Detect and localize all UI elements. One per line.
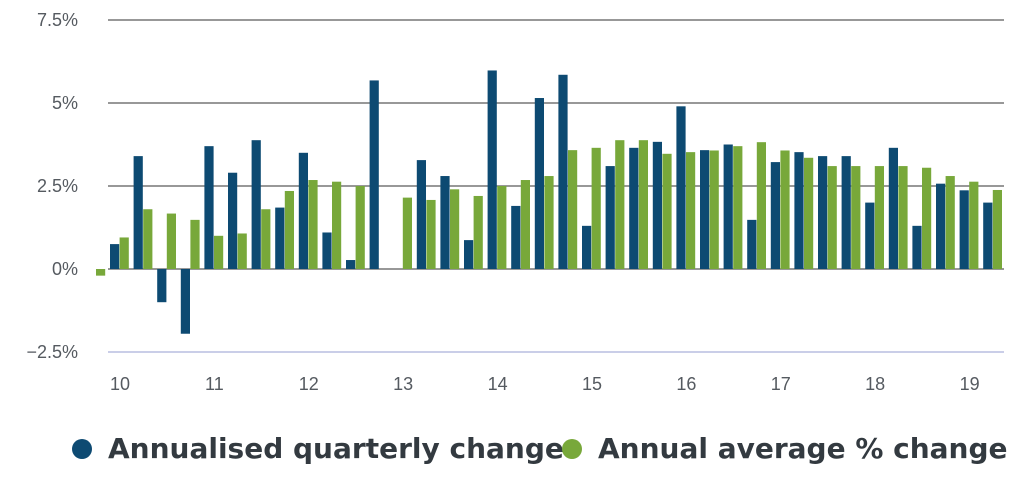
legend: Annualised quarterly change Annual avera… — [0, 432, 1024, 476]
bar-quarterly — [818, 156, 828, 269]
bar-annual — [473, 195, 483, 269]
bar-quarterly — [865, 202, 875, 269]
bar-quarterly — [298, 152, 308, 269]
x-tick-label: 16 — [676, 374, 696, 394]
bar-quarterly — [723, 144, 733, 269]
x-tick-label: 12 — [299, 374, 319, 394]
bar-annual — [709, 150, 719, 269]
y-tick-label: 0% — [52, 259, 78, 279]
bar-quarterly — [322, 232, 332, 269]
bar-quarterly — [652, 141, 662, 269]
x-tick-label: 14 — [488, 374, 508, 394]
legend-item-annual: Annual average % change — [562, 432, 1008, 465]
bar-annual — [827, 166, 837, 269]
legend-label-quarterly: Annualised quarterly change — [108, 432, 564, 465]
bar-annual — [237, 233, 247, 269]
bar-annual — [686, 152, 696, 269]
bar-quarterly — [534, 98, 544, 270]
bar-quarterly — [157, 269, 167, 303]
bar-annual — [945, 176, 955, 269]
bar-quarterly — [110, 244, 120, 269]
bar-quarterly — [888, 147, 898, 269]
bar-quarterly — [464, 240, 474, 269]
bar-quarterly — [558, 74, 568, 269]
bar-annual — [497, 186, 507, 269]
bar-quarterly — [676, 106, 686, 269]
y-tick-label: 2.5% — [37, 176, 78, 196]
bar-annual — [96, 269, 106, 276]
bar-quarterly — [700, 150, 710, 269]
bar-quarterly — [841, 156, 851, 269]
bar-quarterly — [747, 219, 757, 269]
bar-annual — [780, 150, 790, 269]
bar-annual — [520, 180, 530, 269]
bar-annual — [804, 157, 814, 269]
bar-quarterly — [180, 269, 190, 334]
bar-quarterly — [204, 146, 214, 269]
bar-quarterly — [251, 140, 261, 269]
bar-annual — [143, 209, 153, 269]
bar-annual — [851, 166, 861, 269]
bar-annual — [992, 189, 1002, 269]
x-tick-label: 17 — [771, 374, 791, 394]
bar-quarterly — [582, 225, 592, 269]
bar-annual — [898, 166, 908, 269]
bar-quarterly — [912, 225, 922, 269]
bar-quarterly — [369, 80, 379, 269]
x-tick-label: 10 — [110, 374, 130, 394]
bar-quarterly — [440, 176, 450, 269]
bar-quarterly — [511, 205, 521, 269]
bar-annual — [638, 140, 648, 269]
bar-quarterly — [629, 147, 639, 269]
bar-quarterly — [605, 166, 615, 269]
bar-quarterly — [936, 183, 946, 269]
x-tick-label: 18 — [865, 374, 885, 394]
x-tick-label: 11 — [205, 374, 224, 394]
legend-item-quarterly: Annualised quarterly change — [72, 432, 564, 465]
y-tick-label: 7.5% — [37, 10, 78, 30]
bar-annual — [402, 197, 412, 269]
bar-quarterly — [416, 160, 426, 269]
bar-quarterly — [794, 152, 804, 269]
bar-annual — [662, 153, 672, 269]
bar-annual — [874, 166, 884, 269]
bar-annual — [190, 219, 200, 269]
bar-annual — [450, 189, 460, 269]
bar-annual — [214, 235, 224, 269]
bar-annual — [308, 180, 318, 269]
bar-chart: −2.5% 0% 2.5% 5% 7.5% 10 11 12 13 14 15 16 17 18 19 — [26, 10, 1004, 394]
bar-annual — [544, 176, 554, 269]
x-tick-label: 15 — [582, 374, 602, 394]
bar-annual — [261, 209, 271, 269]
bar-annual — [426, 199, 436, 269]
bar-annual — [733, 146, 743, 269]
x-tick-label: 13 — [393, 374, 413, 394]
y-tick-label: 5% — [52, 93, 78, 113]
bar-annual — [615, 140, 625, 269]
legend-swatch-quarterly — [72, 438, 92, 459]
bar-annual — [332, 181, 342, 269]
bar-quarterly — [228, 172, 238, 269]
x-tick-label: 19 — [960, 374, 980, 394]
y-tick-label: −2.5% — [26, 342, 78, 362]
bar-annual — [568, 150, 578, 269]
bar-quarterly — [959, 190, 969, 269]
bar-quarterly — [487, 70, 497, 270]
bar-annual — [119, 237, 129, 269]
legend-label-annual: Annual average % change — [598, 432, 1008, 465]
bar-annual — [166, 213, 176, 269]
bar-quarterly — [983, 202, 993, 269]
bar-quarterly — [346, 260, 356, 269]
bar-annual — [284, 190, 294, 269]
bar-annual — [591, 147, 601, 269]
bar-annual — [969, 181, 979, 269]
bar-quarterly — [770, 162, 780, 269]
bar-annual — [355, 186, 365, 269]
bar-quarterly — [133, 156, 143, 269]
bar-annual — [922, 167, 932, 269]
bar-quarterly — [275, 207, 285, 269]
bar-annual — [756, 142, 766, 269]
legend-swatch-annual — [562, 438, 582, 459]
